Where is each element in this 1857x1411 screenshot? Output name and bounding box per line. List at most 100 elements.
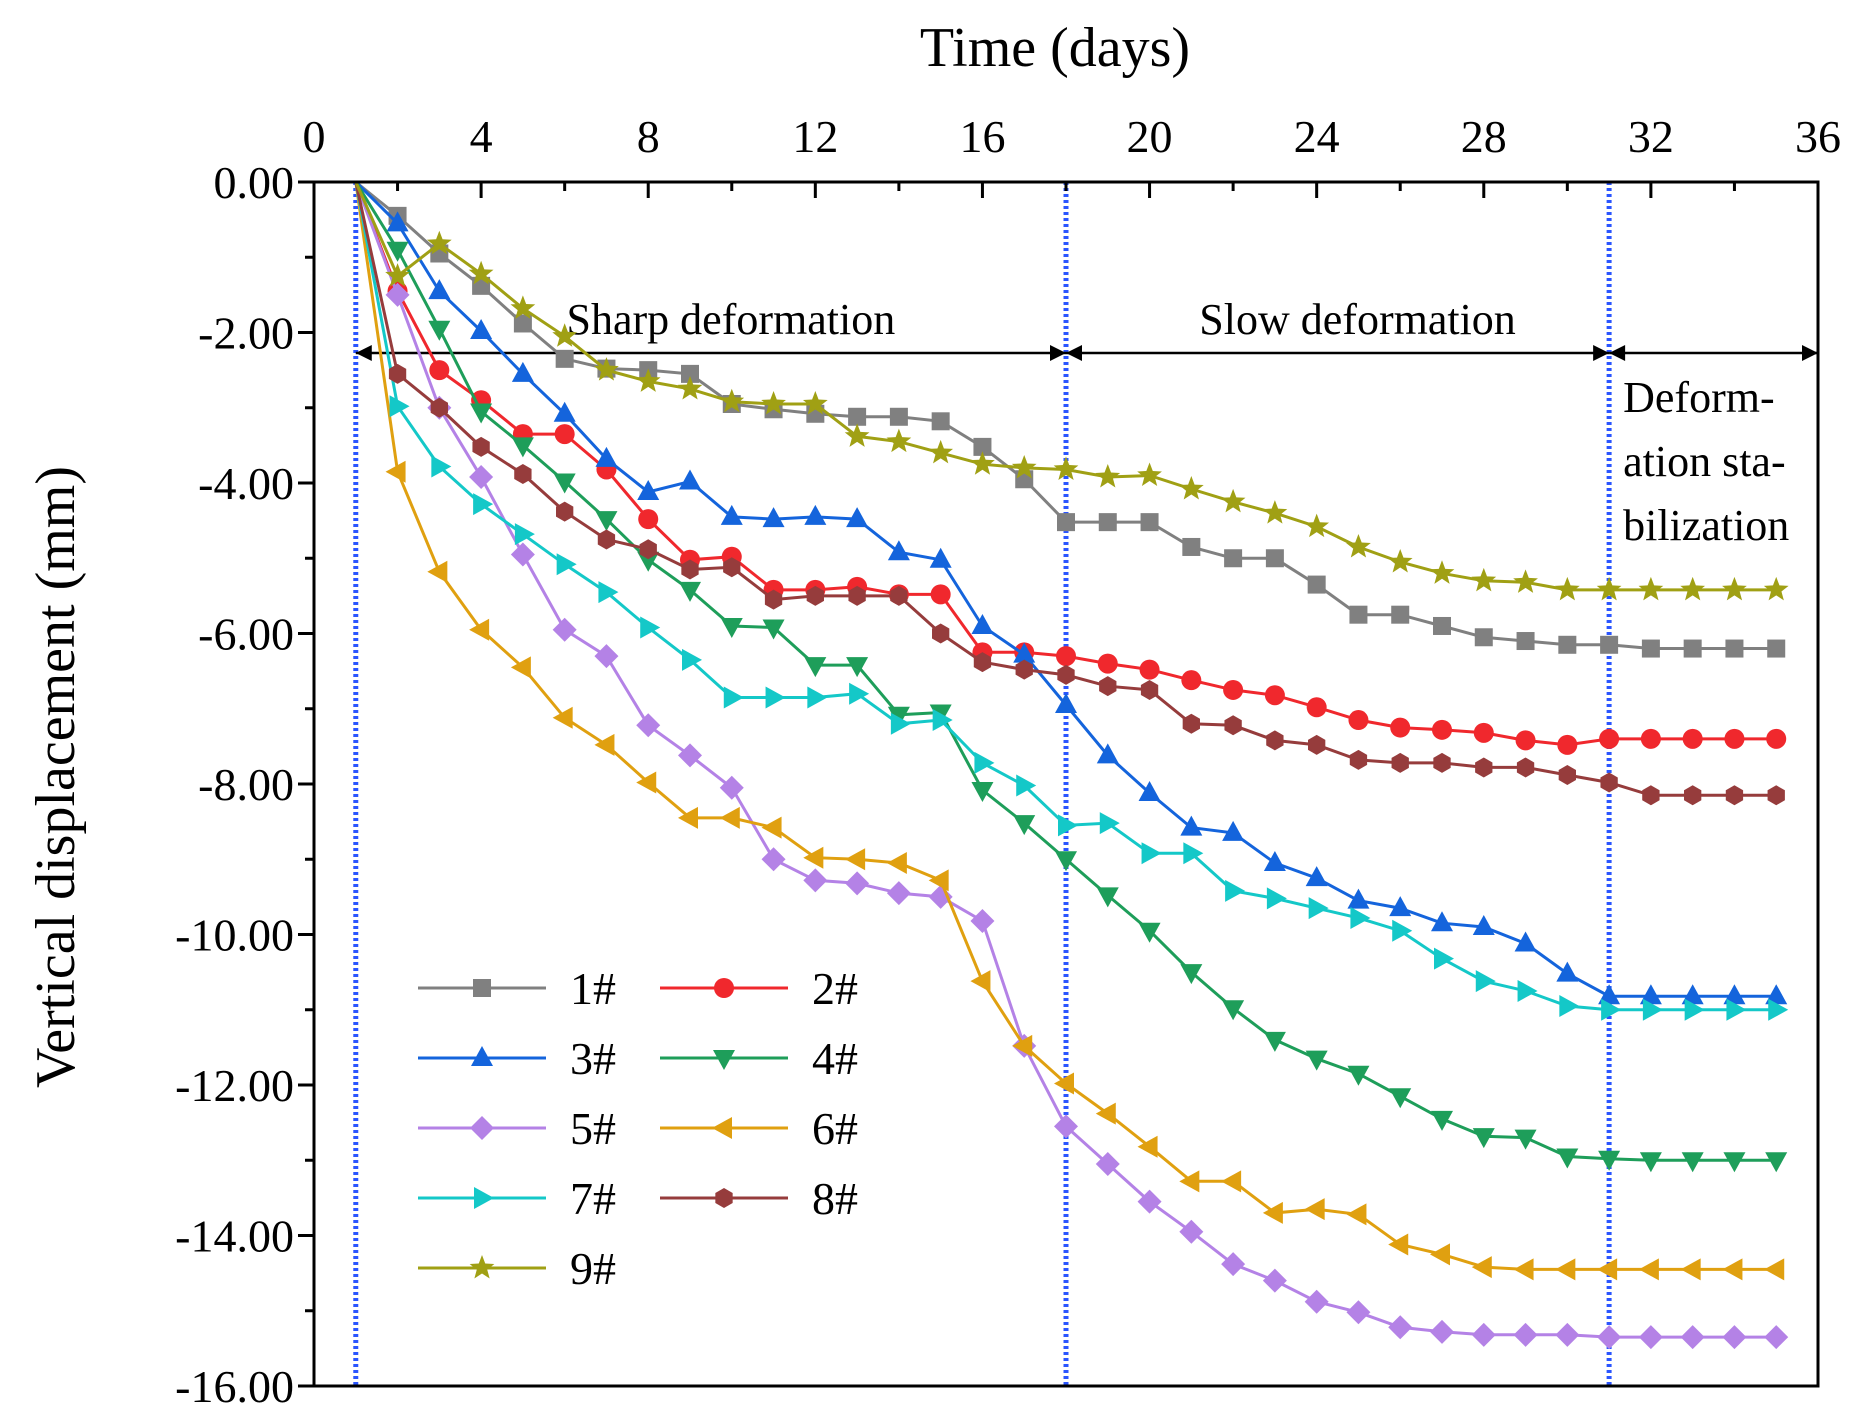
legend-marker <box>469 1255 495 1279</box>
data-point <box>640 616 661 639</box>
data-point <box>1684 785 1702 806</box>
data-point <box>806 585 824 606</box>
data-point <box>1265 549 1284 568</box>
data-point <box>1558 764 1576 785</box>
stage-label-line: ation sta- <box>1623 437 1786 486</box>
data-point <box>932 709 953 732</box>
data-point <box>1221 1252 1246 1277</box>
data-point <box>510 542 535 567</box>
data-point <box>848 407 867 426</box>
data-point <box>468 260 494 285</box>
y-tick-label: -16.00 <box>175 1361 294 1411</box>
data-point <box>681 364 699 383</box>
data-point <box>1473 722 1494 743</box>
data-point <box>1725 785 1744 806</box>
data-point <box>1347 1065 1370 1086</box>
data-point <box>1472 914 1495 935</box>
data-point <box>1390 717 1411 738</box>
data-point <box>807 686 828 709</box>
data-point <box>1179 1219 1204 1244</box>
data-point <box>1642 998 1663 1021</box>
data-point <box>804 657 827 678</box>
data-point <box>889 407 908 426</box>
data-point <box>1764 1258 1785 1281</box>
data-point <box>1346 1203 1367 1226</box>
data-point <box>1347 888 1370 909</box>
x-tick-label: 12 <box>792 111 838 162</box>
data-point <box>1765 1152 1788 1173</box>
data-point <box>762 619 785 640</box>
legend-item-4: 4# <box>660 1033 858 1084</box>
y-tick-label: -10.00 <box>175 910 294 961</box>
data-point <box>1223 679 1244 700</box>
data-point <box>1095 1102 1116 1125</box>
data-point <box>1471 1322 1496 1347</box>
data-point <box>1096 887 1119 908</box>
data-point <box>1764 1325 1789 1350</box>
data-point <box>720 504 743 525</box>
data-point <box>510 656 531 679</box>
y-tick-label: -12.00 <box>175 1060 294 1111</box>
data-point <box>846 657 869 678</box>
data-point <box>514 523 535 546</box>
data-point <box>1055 692 1077 713</box>
data-point <box>1557 734 1578 755</box>
series-4 <box>354 181 1788 1173</box>
data-point <box>1513 1258 1534 1281</box>
data-point <box>1680 1258 1701 1281</box>
data-point <box>514 463 532 484</box>
data-point <box>469 464 494 489</box>
data-point <box>1600 635 1619 654</box>
data-point <box>1680 1325 1705 1350</box>
data-point <box>1725 639 1744 658</box>
data-point <box>1515 730 1536 751</box>
data-point <box>1058 814 1078 837</box>
series-2 <box>354 181 1787 755</box>
data-point <box>511 437 534 458</box>
data-point <box>1559 994 1580 1017</box>
data-point <box>1556 1148 1579 1169</box>
data-point <box>1056 646 1076 667</box>
legend-marker <box>474 1187 494 1209</box>
data-point <box>1638 1325 1663 1350</box>
y-tick-label: -8.00 <box>198 759 294 810</box>
data-point <box>1057 513 1075 532</box>
data-point <box>1639 1152 1662 1173</box>
data-point <box>1768 998 1789 1021</box>
data-point <box>637 551 660 572</box>
data-point <box>1682 728 1703 749</box>
data-point <box>678 743 702 768</box>
data-point <box>1555 1322 1580 1347</box>
data-point <box>1013 642 1036 663</box>
data-point <box>1263 851 1286 872</box>
data-point <box>1723 984 1746 1005</box>
legend-item-7: 7# <box>418 1173 616 1224</box>
data-point <box>1304 513 1330 538</box>
data-point <box>928 869 949 892</box>
data-point <box>1642 785 1660 806</box>
data-point <box>597 529 616 550</box>
x-tick-label: 16 <box>959 111 1005 162</box>
data-point <box>848 585 866 606</box>
data-point <box>932 623 950 644</box>
data-point <box>1722 1325 1747 1350</box>
data-point <box>973 437 992 456</box>
data-point <box>802 390 828 415</box>
data-point <box>1641 639 1660 658</box>
data-point <box>1222 820 1245 841</box>
data-point <box>1638 1258 1659 1281</box>
data-point <box>1053 456 1079 480</box>
data-point <box>678 806 698 829</box>
data-point <box>765 686 786 709</box>
data-point <box>1183 842 1204 865</box>
data-point <box>846 507 869 528</box>
y-tick-label: -2.00 <box>198 308 294 359</box>
data-point <box>1057 664 1075 685</box>
data-point <box>428 320 451 341</box>
data-point <box>635 368 661 392</box>
data-point <box>761 816 782 839</box>
tick-labels: 0 4 8 12 16 20 24 28 32 36 0.00 -2.00 -4.00 -6.00 -8.0… <box>175 111 1841 1411</box>
data-point <box>679 469 701 490</box>
data-point <box>555 349 574 368</box>
data-point <box>1474 628 1493 647</box>
